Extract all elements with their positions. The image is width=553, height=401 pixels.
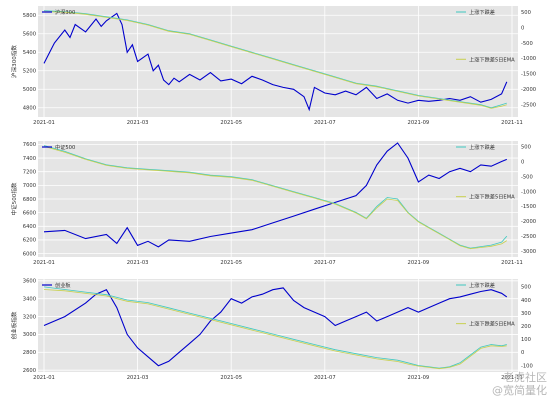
x-tick-label: 2021-07 [314, 120, 336, 126]
y-left-tick-label: 6800 [23, 197, 36, 203]
series-line-index [43, 142, 508, 248]
y-right-tick-label: -2500 [521, 234, 536, 240]
legend-label-breadth-ema: 上涨下跌差5日EMA [469, 320, 515, 328]
legend-label-breadth-ema: 上涨下跌差5日EMA [469, 193, 515, 201]
x-tick-label: 2021-09 [408, 260, 430, 266]
legend-label-breadth: 上涨下跌差 [469, 281, 495, 289]
y-right-tick-label: -2500 [521, 102, 536, 108]
x-tick-label: 2021-05 [220, 375, 242, 381]
y-left-tick-label: 2600 [23, 368, 36, 374]
y-right-tick-label: 400 [521, 298, 531, 304]
y-left-tick-label: 5800 [23, 13, 36, 19]
y-left-tick-label: 5400 [23, 50, 36, 56]
x-tick-label: 2021-03 [127, 260, 149, 266]
chart-panel-1 [38, 6, 518, 117]
y-right-tick-label: -1000 [521, 56, 536, 62]
x-tick-label: 2021-09 [408, 375, 430, 381]
series-line-index [43, 287, 508, 367]
x-tick-label: 2021-01 [33, 120, 55, 126]
x-tick-label: 2021-03 [127, 375, 149, 381]
y-axis-label: 沪深300指数 [10, 45, 18, 78]
y-left-tick-label: 7600 [23, 142, 36, 148]
y-left-tick-label: 6400 [23, 224, 36, 230]
watermark-line1: 老虎社区 [503, 371, 547, 384]
y-left-tick-label: 6000 [23, 251, 36, 257]
legend-label-index: 创业板 [55, 281, 71, 289]
y-axis-label: 中证500指数 [10, 182, 18, 215]
legend-label-breadth: 上涨下跌差 [469, 143, 495, 151]
y-right-tick-label: -1500 [521, 72, 536, 78]
y-right-tick-label: 0 [521, 350, 524, 356]
y-right-tick-label: 200 [521, 324, 531, 330]
x-tick-label: 2021-11 [501, 260, 523, 266]
y-left-tick-label: 3000 [23, 332, 36, 338]
y-left-tick-label: 4800 [23, 106, 36, 112]
legend-label-index: 中证500 [55, 143, 75, 151]
chart-panel-3 [38, 279, 518, 372]
y-right-tick-label: 500 [521, 145, 531, 151]
series-line-breadth [43, 286, 507, 369]
legend-label-index: 沪深300 [55, 8, 75, 16]
y-left-tick-label: 5600 [23, 32, 36, 38]
y-right-tick-label: 0 [521, 25, 524, 31]
watermark-line2: @宽简量化 [492, 384, 547, 397]
x-tick-label: 2021-05 [220, 260, 242, 266]
y-right-tick-label: -500 [521, 41, 533, 47]
x-tick-label: 2021-07 [314, 260, 336, 266]
y-left-tick-label: 5000 [23, 87, 36, 93]
y-right-tick-label: -2000 [521, 87, 536, 93]
y-right-tick-label: -100 [521, 363, 533, 369]
y-left-tick-label: 7400 [23, 156, 36, 162]
x-tick-label: 2021-11 [501, 120, 523, 126]
y-right-tick-label: -3000 [521, 249, 536, 255]
series-line-index [43, 12, 508, 112]
y-right-tick-label: -2000 [521, 219, 536, 225]
series-line-breadth-ema [43, 289, 507, 370]
series-line-breadth-ema [43, 11, 507, 109]
y-left-tick-label: 3600 [23, 279, 36, 285]
plot-area [38, 279, 518, 372]
y-left-tick-label: 6600 [23, 210, 36, 216]
watermark: 老虎社区 @宽简量化 [492, 371, 547, 397]
legend-label-breadth: 上涨下跌差 [469, 8, 495, 16]
series-line-breadth-ema [43, 146, 508, 250]
series-line-breadth [43, 145, 508, 249]
y-left-tick-label: 7200 [23, 170, 36, 176]
x-tick-label: 2021-07 [314, 375, 336, 381]
y-left-tick-label: 5200 [23, 69, 36, 75]
y-right-tick-label: -500 [521, 174, 533, 180]
y-left-tick-label: 6200 [23, 238, 36, 244]
x-tick-label: 2021-09 [408, 120, 430, 126]
y-left-tick-label: 2800 [23, 350, 36, 356]
legend-label-breadth-ema: 上涨下跌差5日EMA [469, 55, 515, 63]
x-tick-label: 2021-01 [33, 375, 55, 381]
y-right-tick-label: 500 [521, 285, 531, 291]
series-line-breadth [43, 10, 507, 109]
y-left-tick-label: 3200 [23, 314, 36, 320]
y-right-tick-label: -1000 [521, 189, 536, 195]
x-tick-label: 2021-01 [33, 260, 55, 266]
y-left-tick-label: 3400 [23, 296, 36, 302]
x-tick-label: 2021-05 [220, 120, 242, 126]
y-right-tick-label: 0 [521, 160, 524, 166]
x-tick-label: 2021-11 [501, 375, 523, 381]
y-axis-label: 创业板指数 [10, 311, 18, 339]
y-right-tick-label: 300 [521, 311, 531, 317]
y-right-tick-label: -1500 [521, 204, 536, 210]
chart-panel-2 [38, 141, 518, 257]
y-left-tick-label: 7000 [23, 183, 36, 189]
y-right-tick-label: 100 [521, 337, 531, 343]
y-right-tick-label: 500 [521, 10, 531, 16]
x-tick-label: 2021-03 [127, 120, 149, 126]
